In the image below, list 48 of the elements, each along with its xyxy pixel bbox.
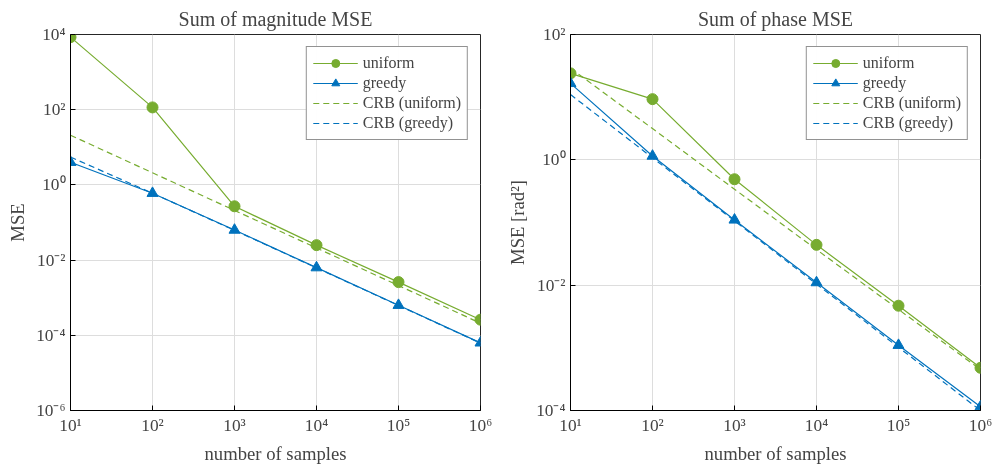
point xyxy=(646,93,659,106)
x-tick-label: 10⁵ xyxy=(386,415,411,435)
x-axis-title: number of samples xyxy=(704,442,847,464)
y-tick-label: 10⁻² xyxy=(536,275,566,295)
point xyxy=(392,276,405,289)
point xyxy=(810,238,823,251)
y-tick-label: 10⁻² xyxy=(36,250,66,270)
legend-label: greedy xyxy=(362,74,407,92)
y-tick-label: 10² xyxy=(542,25,566,44)
chart-title: Sum of phase MSE xyxy=(698,7,853,31)
y-axis-title: MSE xyxy=(7,203,29,242)
point xyxy=(310,260,323,272)
legend-label: CRB (greedy) xyxy=(862,114,953,132)
x-axis-title: number of samples xyxy=(204,442,347,464)
point xyxy=(646,149,659,160)
point xyxy=(228,200,241,213)
legend-label: uniform xyxy=(862,54,915,72)
point xyxy=(146,186,159,197)
y-tick-label: 10⁻⁴ xyxy=(36,325,66,345)
legend-label: CRB (uniform) xyxy=(362,94,461,112)
x-tick-label: 10⁶ xyxy=(468,415,493,435)
chart-title: Sum of magnitude MSE xyxy=(178,7,373,31)
legend-label: greedy xyxy=(862,74,907,92)
x-tick-label: 10⁶ xyxy=(968,415,993,435)
y-tick-label: 10⁰ xyxy=(542,150,566,170)
point xyxy=(892,338,905,349)
point xyxy=(310,239,323,252)
legend-label: uniform xyxy=(362,54,415,72)
point xyxy=(728,173,741,186)
point xyxy=(892,299,905,312)
y-axis-title: MSE [rad²] xyxy=(507,180,529,265)
x-tick-label: 10⁵ xyxy=(886,415,911,435)
x-tick-label: 10² xyxy=(641,415,664,435)
x-tick-label: 10⁴ xyxy=(304,415,329,435)
point xyxy=(228,223,241,234)
y-tick-label: 10⁴ xyxy=(42,25,66,44)
x-tick-label: 10² xyxy=(141,415,164,435)
point xyxy=(728,213,741,224)
x-tick-label: 10³ xyxy=(723,415,746,435)
point xyxy=(146,101,159,114)
legend-label: CRB (greedy) xyxy=(362,114,453,132)
point xyxy=(810,275,823,287)
x-tick-label: 10⁴ xyxy=(804,415,829,435)
legend-label: CRB (uniform) xyxy=(862,94,961,112)
x-tick-label: 10³ xyxy=(223,415,246,435)
y-tick-label: 10⁰ xyxy=(42,175,66,195)
y-tick-label: 10² xyxy=(42,100,66,120)
point xyxy=(392,298,405,309)
